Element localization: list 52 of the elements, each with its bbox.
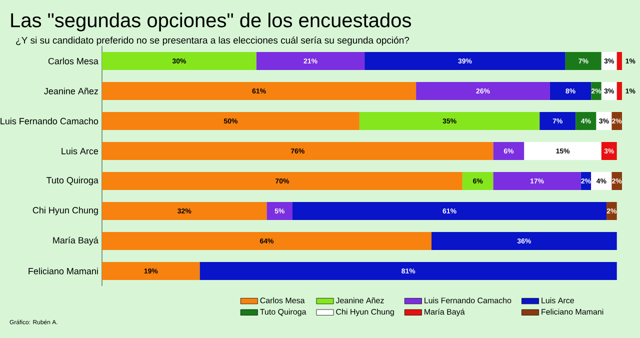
- y-tick-label: Jeanine Añez: [44, 88, 98, 94]
- chart-subtitle: ¿Y si su candidato preferido no se presentara a las elecciones cuál sería su segunda opción?: [16, 36, 410, 46]
- legend-label: Feliciano Mamani: [542, 308, 604, 315]
- bar: [616, 52, 622, 70]
- bar: [200, 262, 617, 280]
- y-tick-label: Chi Hyun Chung: [32, 206, 98, 216]
- chart-title: Las "segundas opciones" de los encuestados: [11, 12, 411, 32]
- bar: [432, 232, 617, 250]
- bar: [550, 82, 592, 100]
- legend-label: Jeanine Añez: [336, 297, 384, 304]
- bar: [612, 112, 622, 130]
- bar: [102, 142, 494, 160]
- bar: [292, 202, 607, 220]
- y-tick-label: Feliciano Mamani: [28, 268, 98, 274]
- legend-label: María Bayá: [424, 308, 465, 316]
- bar: [616, 82, 622, 100]
- bar: [256, 52, 365, 70]
- bar: [364, 52, 566, 70]
- y-tick-label: Luis Arce: [62, 148, 98, 154]
- bar: [493, 172, 581, 190]
- bar: [102, 202, 267, 220]
- legend-label: Luis Arce: [542, 297, 574, 304]
- y-tick-label: Tuto Quiroga: [46, 176, 98, 186]
- legend-label: Chi Hyun Chung: [336, 308, 394, 316]
- bar: [416, 82, 550, 100]
- bar: [601, 52, 617, 70]
- bar: [102, 232, 432, 250]
- bar: [102, 52, 256, 70]
- bar: [565, 52, 602, 70]
- bar: [591, 82, 602, 100]
- y-tick-label: Luis Fernando Camacho: [0, 118, 98, 124]
- bar: [612, 172, 622, 190]
- bar: [462, 172, 494, 190]
- legend-label: Luis Fernando Camacho: [424, 297, 512, 304]
- y-tick-label: María Bayá: [53, 236, 98, 246]
- bar: [606, 202, 617, 220]
- bar: [524, 142, 602, 160]
- bar: [601, 82, 617, 100]
- legend-label: Tuto Quiroga: [260, 308, 306, 316]
- bar: [591, 172, 612, 190]
- bar: [493, 142, 524, 160]
- bar: [601, 142, 617, 160]
- bar: [540, 112, 576, 130]
- bar: [102, 262, 200, 280]
- bar: [576, 112, 596, 130]
- bar: [102, 112, 360, 130]
- bar: [102, 172, 462, 190]
- bar: [102, 82, 416, 100]
- y-tick-label: Carlos Mesa: [48, 58, 98, 64]
- bar: [359, 112, 540, 130]
- bar: [266, 202, 292, 220]
- legend-label: Carlos Mesa: [260, 297, 305, 304]
